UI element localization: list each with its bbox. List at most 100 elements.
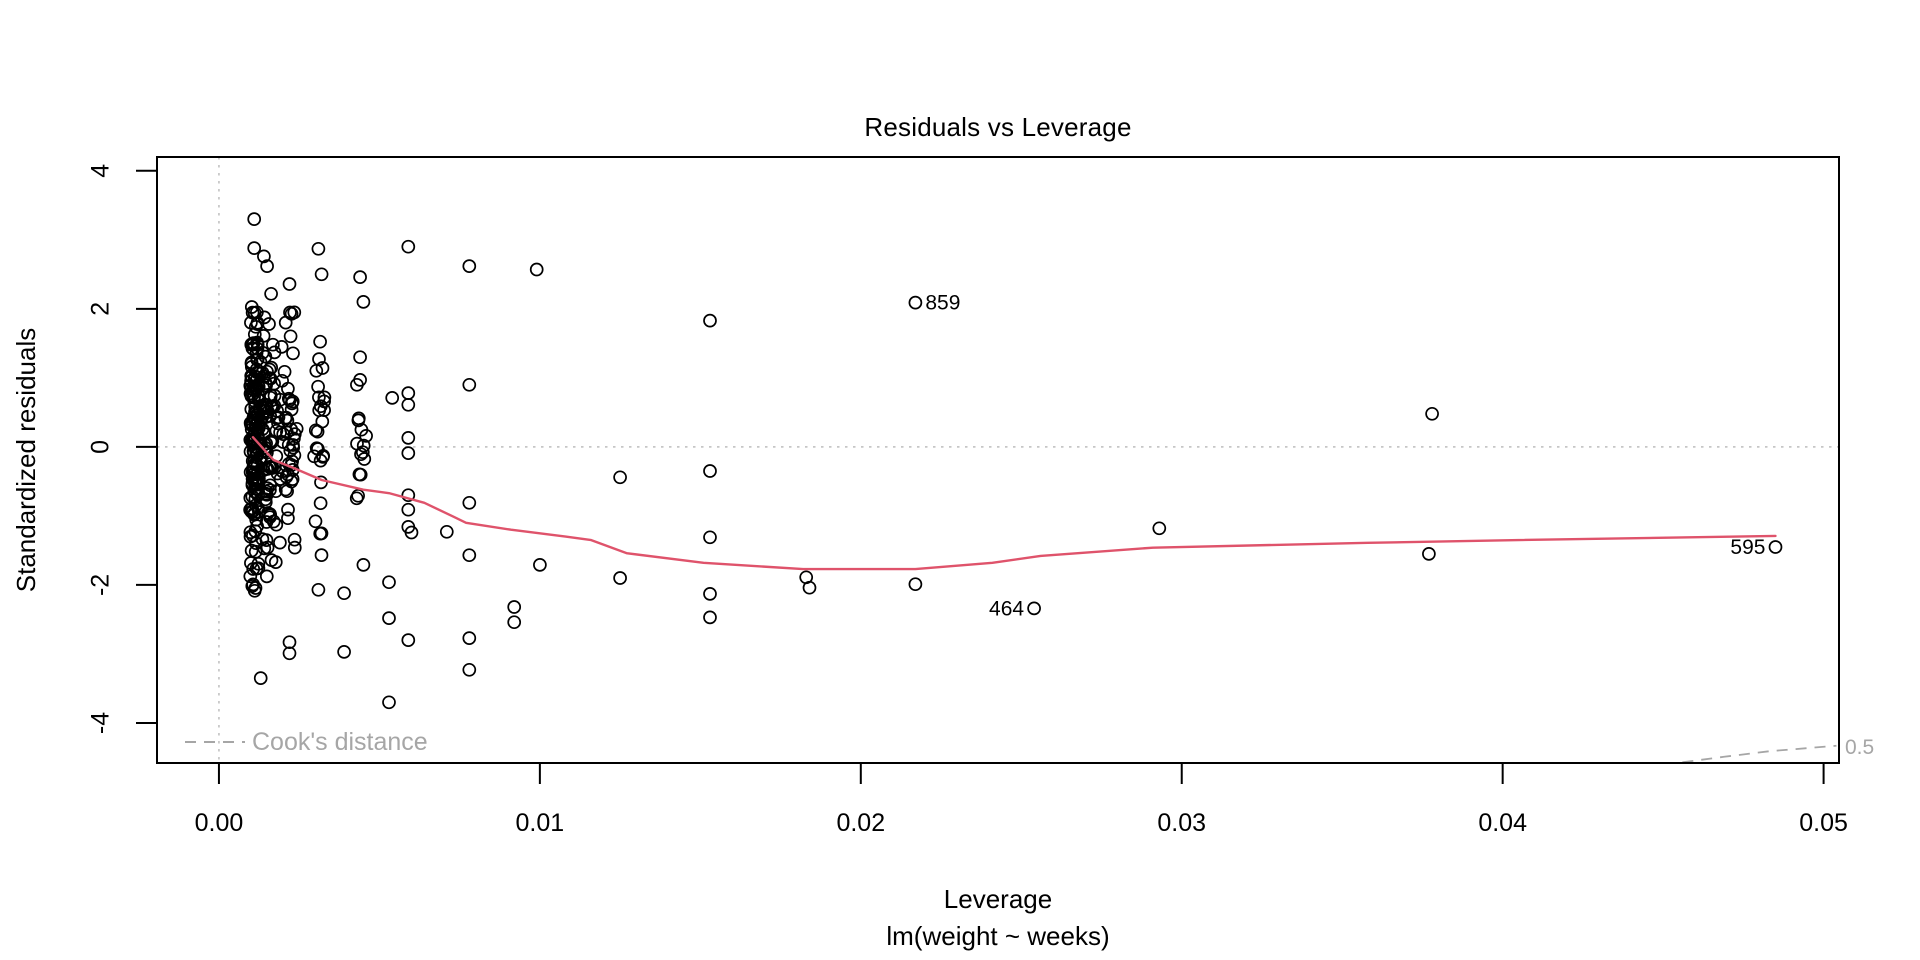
data-point	[401, 386, 416, 400]
data-point	[257, 541, 272, 556]
data-point	[259, 569, 274, 584]
data-point	[282, 277, 297, 291]
data-point	[260, 259, 274, 273]
data-point	[908, 577, 923, 592]
data-point	[356, 438, 371, 453]
loess-smooth-line	[251, 436, 1777, 571]
data-point	[401, 502, 416, 517]
data-point	[281, 502, 295, 517]
data-point	[262, 362, 277, 377]
data-point	[613, 571, 627, 585]
y-tick-label: 2	[87, 302, 115, 316]
plot-frame	[156, 156, 1840, 764]
data-point	[255, 532, 270, 546]
data-point	[282, 393, 297, 408]
data-point	[703, 610, 717, 625]
data-point	[1152, 521, 1167, 536]
data-point	[382, 575, 396, 590]
x-tick-label: 0.01	[516, 809, 565, 837]
data-point	[462, 631, 477, 645]
x-tick-label: 0.03	[1157, 809, 1206, 837]
data-point	[382, 611, 396, 625]
data-point	[263, 508, 278, 522]
data-point	[283, 329, 298, 344]
data-point	[401, 488, 416, 503]
data-point	[289, 421, 304, 436]
data-point	[286, 440, 301, 455]
data-point	[257, 310, 272, 325]
data-point	[268, 555, 283, 569]
y-tick-label: -4	[87, 712, 115, 734]
data-point	[245, 579, 260, 593]
data-point	[259, 378, 273, 393]
data-point	[703, 587, 717, 601]
data-point	[613, 470, 627, 485]
x-axis-title: Leverage	[943, 884, 1053, 914]
data-point	[401, 239, 416, 254]
data-point	[703, 530, 717, 545]
data-point	[244, 356, 259, 371]
data-point	[350, 436, 364, 451]
data-point	[309, 441, 324, 456]
data-point	[286, 346, 300, 361]
y-tick-label: 0	[87, 440, 115, 454]
data-point	[353, 270, 367, 284]
data-point	[248, 581, 263, 595]
data-point	[278, 411, 293, 426]
point-label: 464	[989, 597, 1024, 620]
model-formula-subtitle: lm(weight ~ weeks)	[886, 921, 1110, 951]
data-point	[258, 443, 273, 458]
data-point	[311, 379, 325, 394]
data-point	[311, 241, 326, 256]
y-tick-label: 4	[87, 164, 115, 178]
data-point	[352, 467, 367, 482]
data-point	[309, 363, 324, 378]
data-point	[462, 259, 477, 273]
data-point	[277, 364, 292, 379]
data-point	[287, 431, 301, 446]
data-point	[259, 515, 274, 529]
data-point	[507, 600, 522, 614]
data-point	[265, 434, 280, 449]
data-point	[351, 413, 366, 428]
data-point	[266, 514, 281, 529]
x-tick-label: 0.05	[1799, 809, 1848, 837]
data-point	[251, 475, 266, 490]
data-point	[282, 646, 297, 661]
data-point	[269, 517, 284, 532]
data-point	[462, 377, 477, 392]
data-point	[266, 337, 280, 352]
x-tick-label: 0.02	[836, 809, 885, 837]
point-label: 859	[925, 292, 960, 315]
data-point	[271, 410, 286, 425]
data-point	[307, 449, 321, 464]
data-point	[401, 446, 416, 460]
data-point	[267, 398, 282, 413]
data-point	[253, 671, 268, 685]
data-point	[703, 464, 717, 478]
data-point	[337, 586, 351, 601]
data-point	[273, 535, 287, 550]
data-point	[350, 377, 364, 392]
data-point	[283, 443, 298, 458]
data-point	[356, 558, 371, 572]
data-point	[401, 431, 416, 445]
outlier-point	[1027, 601, 1041, 616]
data-point	[255, 422, 270, 436]
data-point	[462, 548, 477, 563]
data-point	[251, 501, 266, 516]
data-point	[248, 544, 263, 559]
data-point	[314, 548, 329, 562]
data-point	[1422, 547, 1436, 561]
data-point	[439, 524, 454, 539]
data-point	[287, 305, 302, 320]
x-tick-label: 0.00	[195, 809, 244, 837]
data-point	[252, 472, 266, 486]
data-point	[1425, 406, 1439, 421]
cooks-distance-contour	[1682, 744, 1837, 764]
data-point	[248, 319, 263, 334]
outlier-point	[908, 295, 923, 310]
outlier-point	[1768, 540, 1783, 554]
